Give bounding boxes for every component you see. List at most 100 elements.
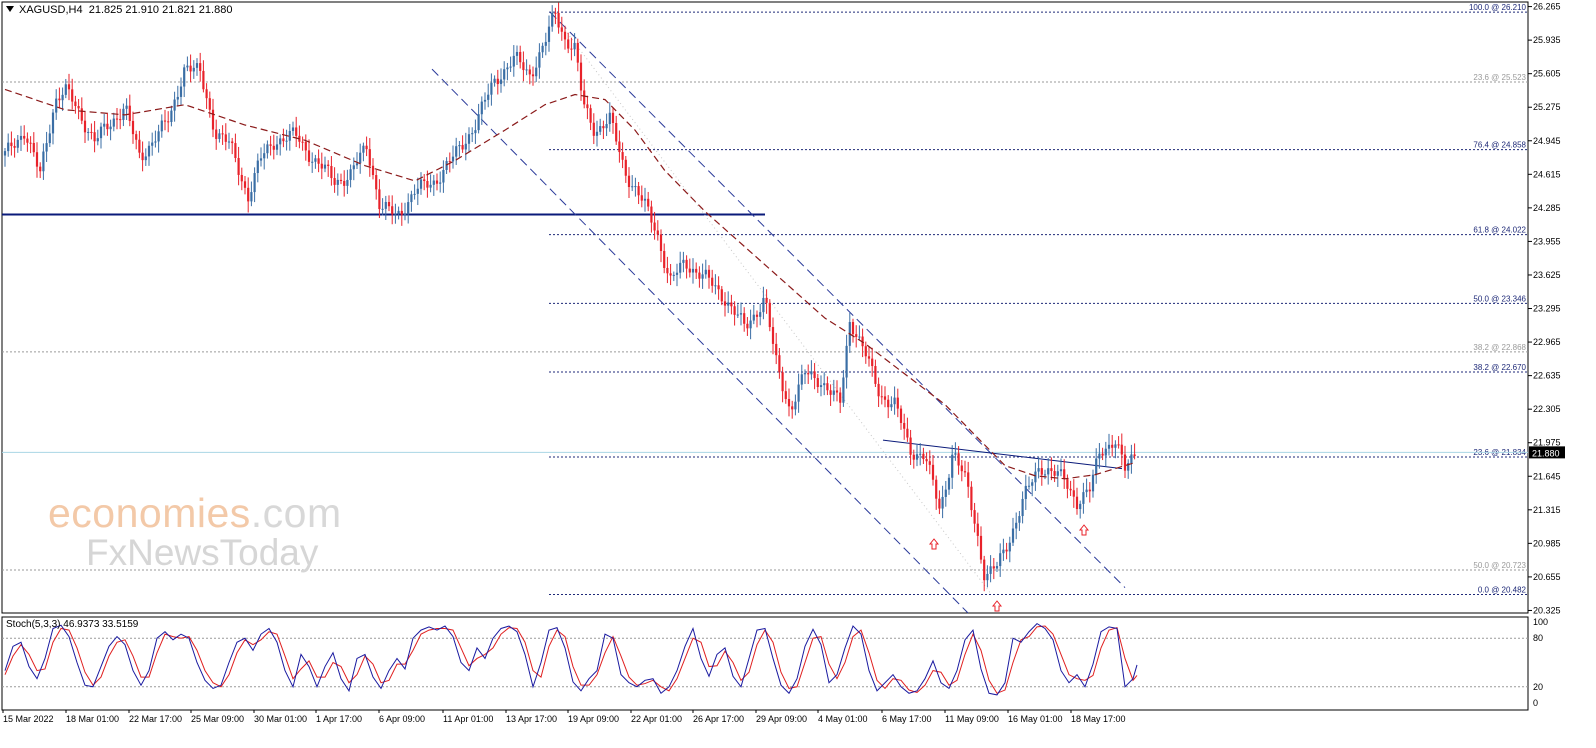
candle-body xyxy=(227,141,231,143)
candle-body xyxy=(1018,516,1021,523)
time-tick-label: 26 Apr 17:00 xyxy=(693,714,744,724)
candle-body xyxy=(963,471,967,473)
candle-body xyxy=(771,327,775,344)
candle-body xyxy=(455,146,458,157)
candle-body xyxy=(240,174,243,182)
candle-body xyxy=(467,134,471,144)
candle-body xyxy=(643,198,647,201)
stochastic-panel: 100 80 20 0 xyxy=(2,617,1548,708)
candle-body xyxy=(51,112,55,134)
candle-body xyxy=(163,120,167,122)
price-tick-label: 23.955 xyxy=(1533,236,1561,246)
candle-body xyxy=(1066,479,1069,489)
candle-body xyxy=(381,208,384,210)
fib-main-label: 61.8 @ 24.022 xyxy=(1473,226,1526,235)
candle-body xyxy=(224,134,227,142)
candle-body xyxy=(234,143,237,158)
candle-body xyxy=(858,336,861,338)
candle-body xyxy=(733,306,736,315)
candle-body xyxy=(304,141,307,151)
candle-body xyxy=(935,479,938,499)
candle-body xyxy=(864,346,867,357)
candle-body xyxy=(179,86,183,97)
candle-body xyxy=(423,179,426,182)
candle-body xyxy=(691,268,695,273)
candle-body xyxy=(752,314,755,321)
candle-body xyxy=(61,94,64,101)
candle-body xyxy=(253,173,256,193)
candle-body xyxy=(256,160,259,174)
candle-body xyxy=(1117,444,1120,446)
candle-body xyxy=(291,127,295,131)
time-tick-label: 16 May 01:00 xyxy=(1008,714,1063,724)
candle-body xyxy=(736,314,739,316)
candle-body xyxy=(384,201,387,209)
candle-body xyxy=(941,496,944,509)
price-tick-label: 20.325 xyxy=(1533,605,1561,615)
candle-body xyxy=(483,99,487,102)
candle-body xyxy=(951,454,954,478)
candle-body xyxy=(906,428,909,438)
candle-body xyxy=(570,48,573,50)
candle-body xyxy=(589,108,592,123)
price-tick-label: 22.305 xyxy=(1533,404,1561,414)
candle-body xyxy=(48,133,51,144)
candle-body xyxy=(983,559,986,581)
stoch-scale-label: 100 xyxy=(1533,617,1548,627)
candle-body xyxy=(682,259,685,263)
fib-secondary-label: 23.6 @ 25.523 xyxy=(1473,73,1526,82)
time-tick-label: 11 Apr 01:00 xyxy=(443,714,493,724)
moving-average xyxy=(4,88,1136,480)
candle-body xyxy=(499,79,503,85)
candle-body xyxy=(442,169,445,183)
price-tick-label: 23.295 xyxy=(1533,304,1561,314)
candle-body xyxy=(931,464,935,480)
candle-body xyxy=(723,301,727,306)
candle-body xyxy=(1101,453,1104,456)
candle-body xyxy=(1040,468,1043,475)
candle-body xyxy=(701,274,704,279)
candle-body xyxy=(714,285,717,287)
candle-body xyxy=(618,141,621,153)
candle-body xyxy=(807,373,810,375)
candle-body xyxy=(640,195,643,201)
price-tick-label: 22.965 xyxy=(1533,337,1561,347)
candle-body xyxy=(154,141,157,143)
candle-body xyxy=(573,42,576,50)
candle-body xyxy=(128,105,131,121)
stoch-scale-label: 20 xyxy=(1533,682,1543,692)
candle-body xyxy=(1072,490,1075,497)
candle-body xyxy=(656,230,659,235)
candle-body xyxy=(823,383,826,386)
candle-body xyxy=(237,157,240,175)
candle-body xyxy=(211,109,215,130)
candle-body xyxy=(16,139,19,148)
candle-body xyxy=(560,27,563,32)
candle-body xyxy=(1021,498,1024,517)
candle-body xyxy=(397,210,400,214)
candle-body xyxy=(707,269,711,278)
channel-upper-line xyxy=(549,11,1126,588)
candle-body xyxy=(45,143,48,152)
watermark-line1: economies xyxy=(48,490,251,536)
candle-body xyxy=(1027,485,1031,487)
fib-diagonal-line xyxy=(559,23,991,593)
candle-body xyxy=(477,114,480,131)
collapse-triangle-icon[interactable] xyxy=(6,6,14,12)
candle-body xyxy=(538,52,541,68)
candle-body xyxy=(378,189,381,210)
price-tick-label: 20.985 xyxy=(1533,538,1561,548)
candle-body xyxy=(912,454,915,460)
candle-body xyxy=(1002,549,1005,554)
candle-body xyxy=(685,259,688,269)
price-tick-label: 25.605 xyxy=(1533,69,1561,79)
candle-body xyxy=(23,135,26,139)
candle-body xyxy=(557,12,560,28)
candle-body xyxy=(903,422,906,429)
ohlc-values: 21.825 21.910 21.821 21.880 xyxy=(88,4,233,16)
candle-body xyxy=(112,118,115,127)
candle-body xyxy=(759,312,762,317)
buy-arrow-icon xyxy=(1078,524,1090,536)
candle-body xyxy=(183,67,186,87)
candle-body xyxy=(925,459,928,462)
